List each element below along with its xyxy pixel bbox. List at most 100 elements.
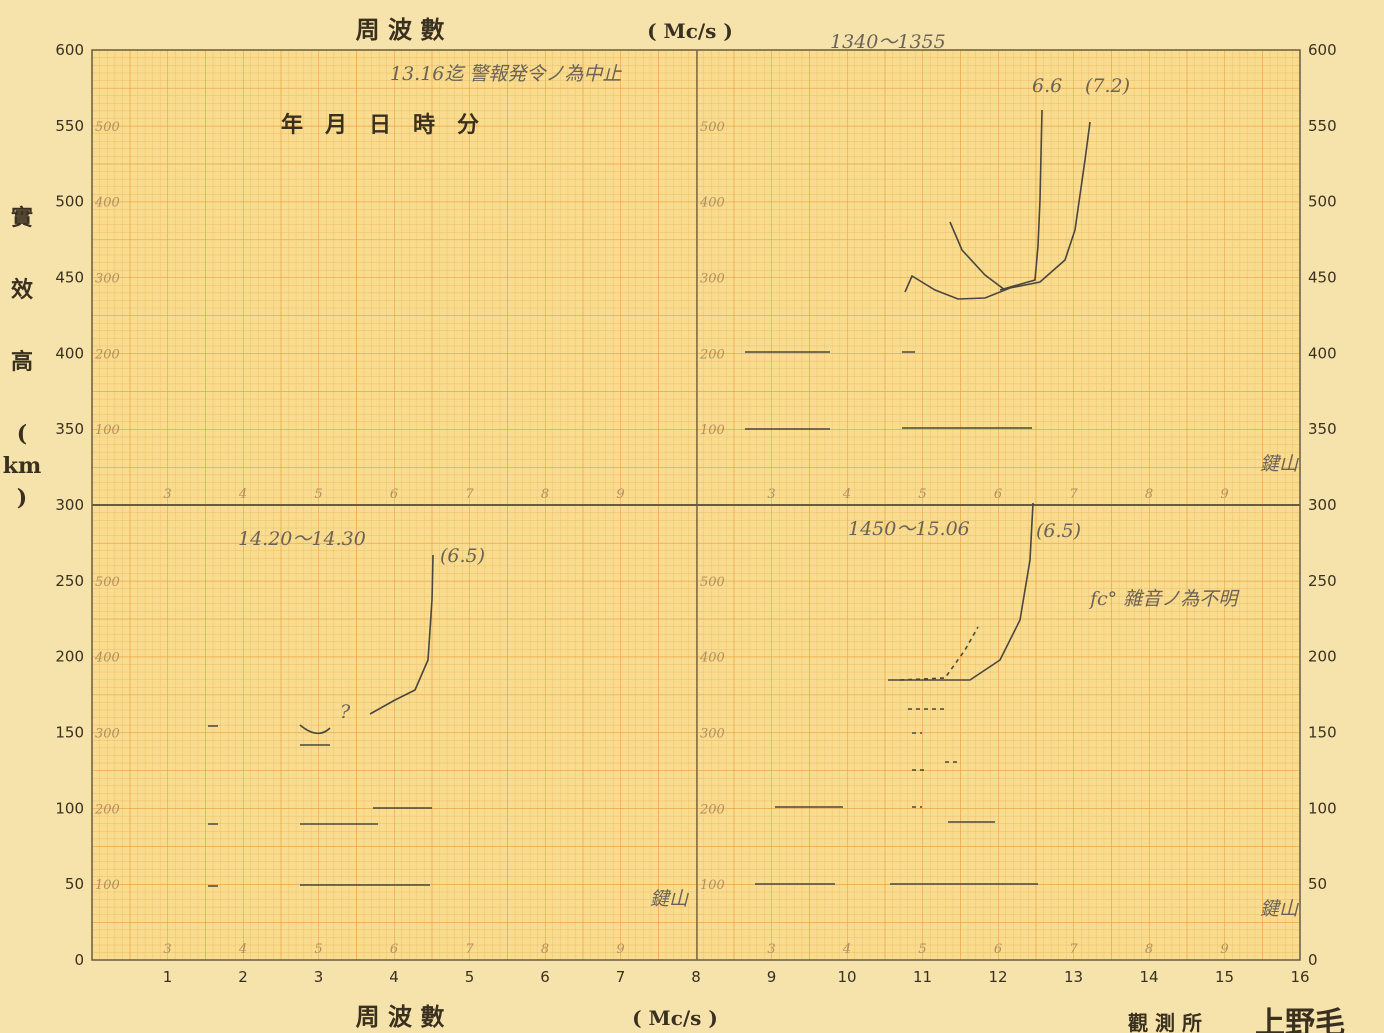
- y-axis-label: 高: [11, 349, 33, 375]
- sub-freq-label: 3: [767, 487, 775, 502]
- y-tick-label: 200: [55, 648, 84, 666]
- note-time: 14.20～14.30: [238, 528, 366, 550]
- y-tick-label: 150: [55, 724, 84, 742]
- sub-height-label: 200: [699, 802, 725, 817]
- observatory: 觀 測 所: [1128, 1011, 1202, 1033]
- x-tick-label: 12: [988, 968, 1007, 986]
- sub-freq-label: 6: [994, 487, 1002, 502]
- y-tick-label: 400: [55, 344, 84, 362]
- y-axis-label: (: [17, 421, 27, 447]
- x-tick-label: 1: [163, 968, 173, 986]
- sub-height-label: 200: [699, 347, 725, 362]
- sub-freq-label: 6: [390, 487, 398, 502]
- sub-height-label: 400: [699, 651, 725, 666]
- sub-height-label: 300: [700, 272, 725, 287]
- y-tick-label: 300: [55, 496, 84, 514]
- sub-freq-label: 9: [1220, 942, 1228, 957]
- y-tick-label: 50: [65, 875, 84, 893]
- x-tick-label: 16: [1290, 968, 1309, 986]
- sub-height-label: 300: [95, 272, 120, 287]
- y-tick-label: 50: [1308, 875, 1327, 893]
- y-axis-label: 效: [11, 277, 33, 303]
- note-time: 1450～15.06: [848, 518, 970, 540]
- sub-freq-label: 4: [842, 487, 851, 502]
- note-freq: (6.5): [440, 545, 485, 567]
- sub-freq-label: 8: [1145, 942, 1153, 957]
- sub-freq-label: 7: [465, 942, 474, 957]
- y-tick-label: 450: [55, 269, 84, 287]
- y-axis-label: 實: [11, 205, 33, 231]
- y-tick-label: 300: [1308, 496, 1337, 514]
- sub-height-label: 100: [95, 878, 120, 893]
- sub-height-label: 300: [700, 727, 725, 742]
- sub-height-label: 400: [699, 196, 725, 211]
- y-tick-label: 100: [1308, 799, 1337, 817]
- y-tick-label: 550: [1308, 117, 1337, 135]
- x-tick-label: 4: [389, 968, 399, 986]
- note-freq: (7.2): [1085, 75, 1130, 97]
- x-tick-label: 8: [691, 968, 701, 986]
- y-tick-label: 100: [55, 799, 84, 817]
- y-tick-label: 200: [1308, 648, 1337, 666]
- station: 上野毛: [1255, 1006, 1345, 1033]
- sub-freq-label: 7: [1069, 942, 1078, 957]
- x-tick-label: 10: [837, 968, 856, 986]
- sub-freq-label: 8: [1145, 487, 1153, 502]
- x-tick-label: 7: [616, 968, 626, 986]
- sub-freq-label: 9: [1220, 487, 1228, 502]
- y-tick-label: 600: [55, 41, 84, 59]
- x-tick-label: 9: [767, 968, 777, 986]
- sub-height-label: 100: [700, 878, 725, 893]
- sub-freq-label: 4: [238, 942, 247, 957]
- y-tick-label: 350: [55, 420, 84, 438]
- y-tick-label: 500: [55, 193, 84, 211]
- sub-height-label: 200: [94, 347, 120, 362]
- sub-height-label: 100: [700, 423, 725, 438]
- top-unit: ( Mc/s ): [647, 19, 733, 43]
- note-question: ?: [340, 701, 351, 723]
- sub-height-label: 500: [700, 575, 725, 590]
- note-freq: (6.5): [1036, 520, 1081, 542]
- x-tick-label: 15: [1215, 968, 1234, 986]
- sub-freq-label: 6: [994, 942, 1002, 957]
- sub-freq-label: 8: [541, 942, 549, 957]
- sub-freq-label: 9: [616, 942, 624, 957]
- sub-freq-label: 3: [163, 942, 171, 957]
- note-stop: 13.16迄 警報発令ノ為中止: [390, 63, 622, 85]
- sub-freq-label: 5: [918, 942, 926, 957]
- x-tick-label: 2: [238, 968, 248, 986]
- sub-freq-label: 8: [541, 487, 549, 502]
- y-tick-label: 0: [74, 951, 84, 969]
- y-tick-label: 350: [1308, 420, 1337, 438]
- traces: [208, 109, 1091, 887]
- sub-freq-label: 4: [842, 942, 851, 957]
- y-axis-label: ): [17, 485, 27, 511]
- bottom-unit: ( Mc/s ): [632, 1006, 718, 1030]
- note-place: 鍵山: [1260, 453, 1299, 475]
- sub-freq-label: 4: [238, 487, 247, 502]
- x-tick-label: 11: [913, 968, 932, 986]
- sub-freq-label: 3: [163, 487, 171, 502]
- sub-freq-label: 5: [918, 487, 926, 502]
- sub-freq-label: 5: [314, 942, 322, 957]
- sub-height-label: 200: [94, 802, 120, 817]
- sub-height-label: 500: [95, 120, 120, 135]
- y-axis-label: km: [3, 453, 42, 479]
- sub-height-label: 500: [700, 120, 725, 135]
- sub-height-label: 500: [95, 575, 120, 590]
- y-tick-label: 500: [1308, 193, 1337, 211]
- note-noise: fc° 雜音ノ為不明: [1088, 588, 1240, 610]
- sub-height-label: 400: [94, 651, 120, 666]
- y-tick-label: 150: [1308, 724, 1337, 742]
- top-title: 周 波 數: [356, 15, 445, 44]
- y-tick-label: 400: [1308, 344, 1337, 362]
- sub-height-label: 100: [95, 423, 120, 438]
- x-tick-label: 13: [1064, 968, 1083, 986]
- note-time: 1340～1355: [830, 31, 946, 53]
- y-tick-label: 250: [55, 572, 84, 590]
- sub-freq-label: 6: [390, 942, 398, 957]
- sub-freq-label: 7: [465, 487, 474, 502]
- sub-freq-label: 7: [1069, 487, 1078, 502]
- x-tick-label: 6: [540, 968, 550, 986]
